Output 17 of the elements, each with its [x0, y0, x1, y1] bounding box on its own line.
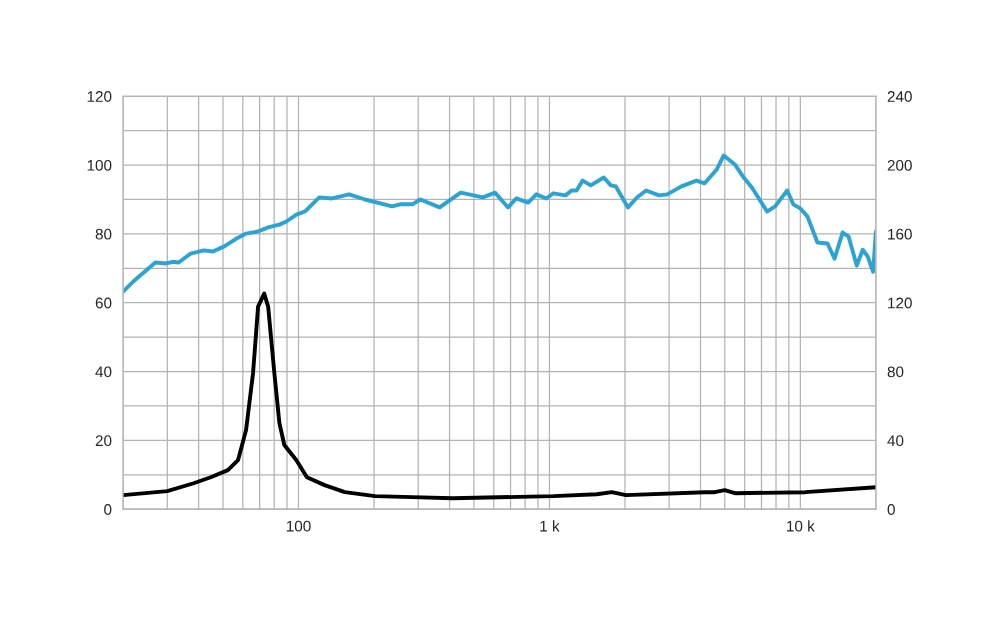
y-tick-label: 80 — [95, 228, 112, 240]
y-tick-label: 20 — [95, 435, 112, 447]
y2-tick-label: 240 — [887, 91, 912, 102]
y2-tick-label: 40 — [887, 435, 904, 447]
y2-tick-label: 200 — [887, 159, 912, 171]
x-tick-label: 100 — [286, 520, 311, 532]
y2-tick-label: 80 — [887, 366, 904, 378]
x-tick-label: 1 k — [540, 520, 560, 532]
y-tick-label: 60 — [95, 297, 112, 309]
y2-tick-label: 120 — [888, 297, 912, 309]
y2-tick-label: 0 — [887, 504, 895, 515]
y-tick-label: 40 — [95, 366, 112, 378]
y-tick-label: 100 — [87, 159, 112, 171]
x-tick-label: 10 k — [787, 520, 815, 532]
y-tick-label: 120 — [87, 91, 112, 102]
y2-tick-label: 160 — [888, 228, 912, 240]
y-tick-label: 0 — [104, 504, 112, 515]
